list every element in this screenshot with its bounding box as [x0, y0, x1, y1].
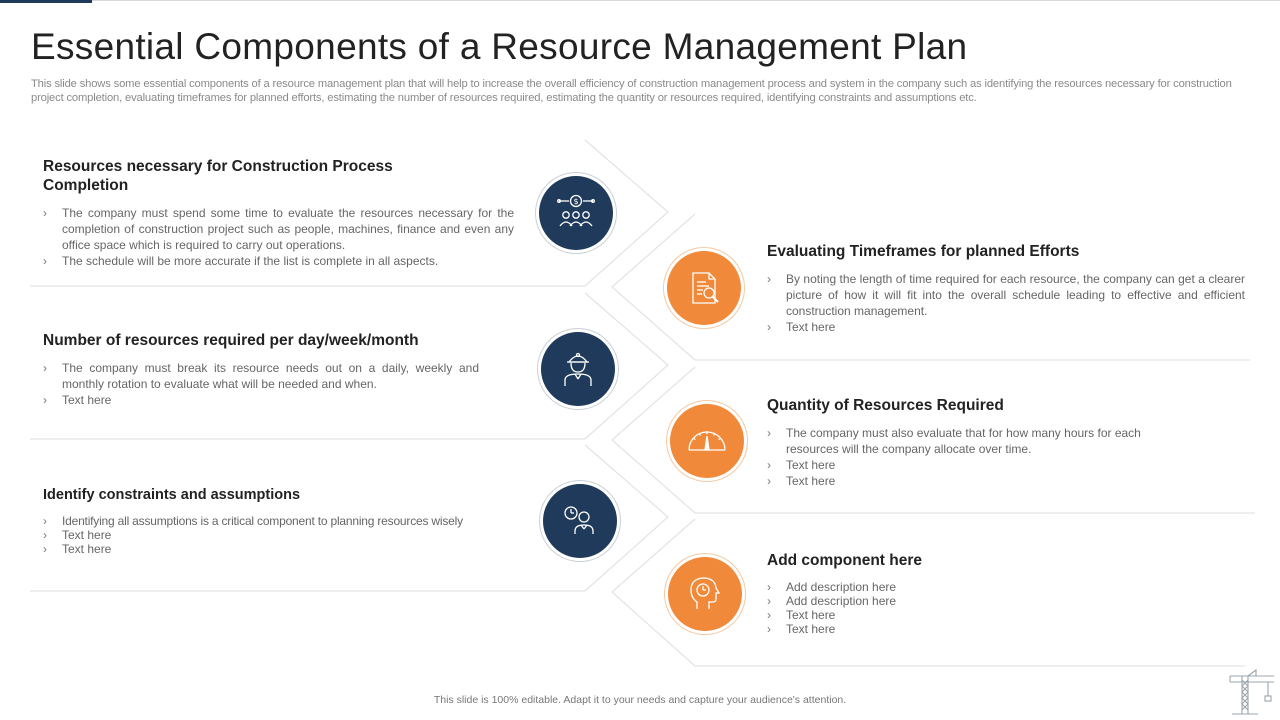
card-title: Evaluating Timeframes for planned Effort… [767, 243, 1080, 260]
gauge-icon [670, 404, 744, 478]
document-search-icon [667, 251, 741, 325]
bullet-item: The company must spend some time to eval… [43, 205, 514, 253]
card-title: Identify constraints and assumptions [43, 487, 301, 503]
card-title: Number of resources required per day/wee… [43, 332, 419, 349]
svg-text:$: $ [573, 197, 578, 206]
bullet-item: By noting the length of time required fo… [767, 271, 1245, 319]
bullet-list: The company must break its resource need… [43, 360, 479, 408]
card-evaluating-timeframes: Evaluating Timeframes for planned Effort… [767, 242, 1245, 335]
bullet-item: Text here [43, 528, 493, 542]
page-subtitle: This slide shows some essential componen… [31, 78, 1232, 104]
bullet-item: The company must break its resource need… [43, 360, 479, 392]
person-clock-icon [543, 484, 617, 558]
card-title: Add component here [767, 552, 923, 569]
card-quantity-of-resources: Quantity of Resources Required The compa… [767, 396, 1187, 489]
bullet-list: The company must spend some time to eval… [43, 205, 514, 269]
money-team-icon: $ [539, 176, 613, 250]
card-title: Resources necessary for Construction Pro… [43, 158, 393, 194]
bullet-item: Add description here [767, 594, 1067, 608]
bullet-list: By noting the length of time required fo… [767, 271, 1245, 335]
crane-icon [1229, 668, 1274, 715]
bullet-item: Add description here [767, 580, 1067, 594]
bullet-item: The company must also evaluate that for … [767, 425, 1187, 457]
bullet-item: Text here [43, 542, 493, 556]
card-add-component: Add component here Add description here … [767, 551, 1067, 636]
card-constraints-assumptions: Identify constraints and assumptions Ide… [43, 486, 493, 556]
bullet-item: The schedule will be more accurate if th… [43, 253, 514, 269]
bullet-item: Text here [43, 392, 479, 408]
footer-note: This slide is 100% editable. Adapt it to… [433, 694, 847, 706]
bullet-item: Text here [767, 622, 1067, 636]
card-title: Quantity of Resources Required [767, 397, 1004, 414]
worker-icon [541, 332, 615, 406]
top-rule [0, 0, 1280, 4]
bullet-item: Text here [767, 608, 1067, 622]
head-clock-icon [668, 557, 742, 631]
bullet-item: Text here [767, 319, 1245, 335]
card-resources-necessary: Resources necessary for Construction Pro… [43, 157, 514, 269]
bullet-list: Add description here Add description her… [767, 580, 1067, 636]
bullet-list: Identifying all assumptions is a critica… [43, 514, 493, 556]
top-accent-bar [0, 0, 92, 3]
page-title: Essential Components of a Resource Manag… [31, 26, 968, 67]
bullet-item: Text here [767, 473, 1187, 489]
bullet-item: Identifying all assumptions is a critica… [43, 514, 493, 528]
card-number-of-resources: Number of resources required per day/wee… [43, 331, 479, 408]
bullet-list: The company must also evaluate that for … [767, 425, 1187, 489]
bullet-item: Text here [767, 457, 1187, 473]
